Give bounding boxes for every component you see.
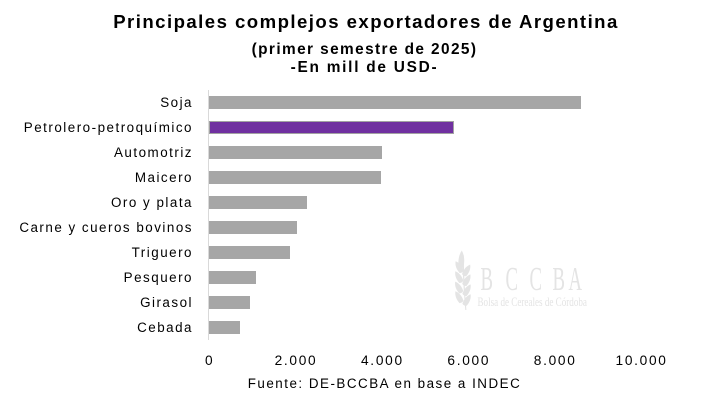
svg-text:B: B — [481, 260, 493, 297]
svg-text:A: A — [569, 260, 583, 297]
svg-text:C: C — [530, 260, 542, 297]
svg-text:B: B — [553, 260, 565, 297]
svg-text:C: C — [506, 260, 518, 297]
svg-text:Bolsa de Cereales de Córdoba: Bolsa de Cereales de Córdoba — [478, 296, 588, 310]
